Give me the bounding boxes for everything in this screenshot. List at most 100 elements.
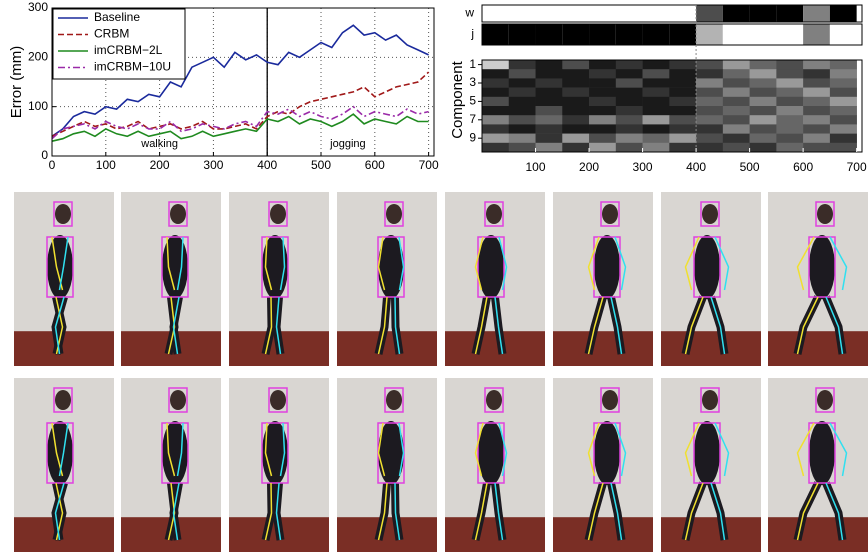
cell bbox=[589, 96, 617, 107]
head-box bbox=[53, 201, 73, 227]
limb-right bbox=[172, 236, 184, 355]
person-body bbox=[162, 235, 188, 299]
limb-right bbox=[54, 236, 69, 355]
cell bbox=[749, 69, 777, 79]
cell bbox=[829, 24, 857, 45]
y-tick-label: 300 bbox=[28, 0, 48, 14]
x-tick-label: 600 bbox=[365, 158, 385, 172]
cell bbox=[749, 78, 777, 88]
x-tick-label: 200 bbox=[579, 160, 599, 174]
y-tick-label: 100 bbox=[28, 99, 48, 113]
cell bbox=[508, 5, 536, 22]
cell bbox=[776, 133, 804, 144]
legend-label: imCRBM−2L bbox=[94, 43, 163, 57]
cell bbox=[642, 106, 670, 116]
cell bbox=[803, 24, 830, 45]
cell bbox=[803, 60, 831, 70]
cell bbox=[803, 69, 831, 79]
cell bbox=[829, 87, 857, 98]
person-head bbox=[270, 390, 286, 410]
cell bbox=[615, 60, 643, 70]
cell bbox=[642, 5, 670, 22]
cell bbox=[696, 115, 724, 125]
cell bbox=[615, 69, 643, 79]
cell bbox=[535, 115, 563, 125]
cell bbox=[508, 106, 536, 116]
y-tick-label: 1 bbox=[469, 57, 476, 71]
cell bbox=[562, 24, 590, 45]
cell bbox=[615, 133, 643, 144]
cell bbox=[562, 124, 590, 134]
cell bbox=[696, 124, 724, 134]
cell bbox=[615, 124, 643, 134]
cell bbox=[535, 124, 563, 134]
cell bbox=[749, 5, 777, 22]
cell bbox=[589, 133, 617, 144]
x-tick-label: 200 bbox=[150, 158, 170, 172]
cell bbox=[722, 87, 750, 98]
row-label: w bbox=[464, 6, 474, 20]
cell bbox=[482, 106, 510, 116]
x-tick-label: 300 bbox=[633, 160, 653, 174]
limb-right bbox=[54, 422, 69, 541]
cell bbox=[696, 96, 724, 107]
cell bbox=[722, 96, 750, 107]
torso-box bbox=[261, 422, 289, 484]
cell bbox=[482, 69, 510, 79]
cell bbox=[589, 142, 617, 153]
cell bbox=[803, 124, 831, 134]
cell bbox=[482, 60, 510, 70]
cell bbox=[722, 24, 750, 45]
cell bbox=[642, 142, 670, 153]
limb-left bbox=[796, 236, 819, 355]
y-tick-label: 7 bbox=[469, 112, 476, 126]
row-label: j bbox=[470, 27, 474, 41]
cell bbox=[482, 124, 510, 134]
head-box bbox=[700, 387, 720, 413]
limb-right bbox=[610, 422, 627, 541]
cell bbox=[615, 106, 643, 116]
plot-frame bbox=[51, 7, 435, 157]
photo-floor bbox=[553, 331, 653, 366]
person-head bbox=[270, 204, 286, 224]
torso-box bbox=[46, 236, 74, 298]
cell bbox=[722, 124, 750, 134]
head-box bbox=[168, 387, 188, 413]
limb-left bbox=[474, 422, 488, 541]
cell bbox=[669, 96, 697, 107]
row-frame bbox=[481, 23, 863, 46]
head-box bbox=[815, 201, 835, 227]
head-box bbox=[484, 201, 504, 227]
cell bbox=[589, 106, 617, 116]
cell bbox=[776, 78, 804, 88]
head-box bbox=[484, 387, 504, 413]
photo-grid bbox=[14, 192, 868, 552]
cell bbox=[669, 124, 697, 134]
limb-right bbox=[172, 422, 184, 541]
cell bbox=[589, 78, 617, 88]
person-head bbox=[702, 204, 718, 224]
cell bbox=[669, 24, 697, 45]
legend-label: imCRBM−10U bbox=[94, 60, 171, 74]
cell bbox=[535, 69, 563, 79]
person-body bbox=[378, 421, 404, 485]
cell bbox=[562, 106, 590, 116]
legend: Baseline CRBM imCRBM−2L imCRBM−10U bbox=[52, 8, 186, 80]
cell bbox=[535, 133, 563, 144]
torso-box bbox=[808, 422, 836, 484]
cell bbox=[642, 133, 670, 144]
cell bbox=[829, 5, 857, 22]
person-head bbox=[602, 204, 618, 224]
x-tick-label: 0 bbox=[49, 158, 56, 172]
x-tick-label: 500 bbox=[740, 160, 760, 174]
torso-box bbox=[808, 236, 836, 298]
cell bbox=[669, 87, 697, 98]
person-head bbox=[55, 390, 71, 410]
cell bbox=[508, 24, 536, 45]
head-box bbox=[815, 387, 835, 413]
cell bbox=[615, 24, 643, 45]
series-line bbox=[51, 24, 429, 137]
legend-label: Baseline bbox=[94, 10, 140, 24]
annotation: walking bbox=[140, 138, 178, 150]
